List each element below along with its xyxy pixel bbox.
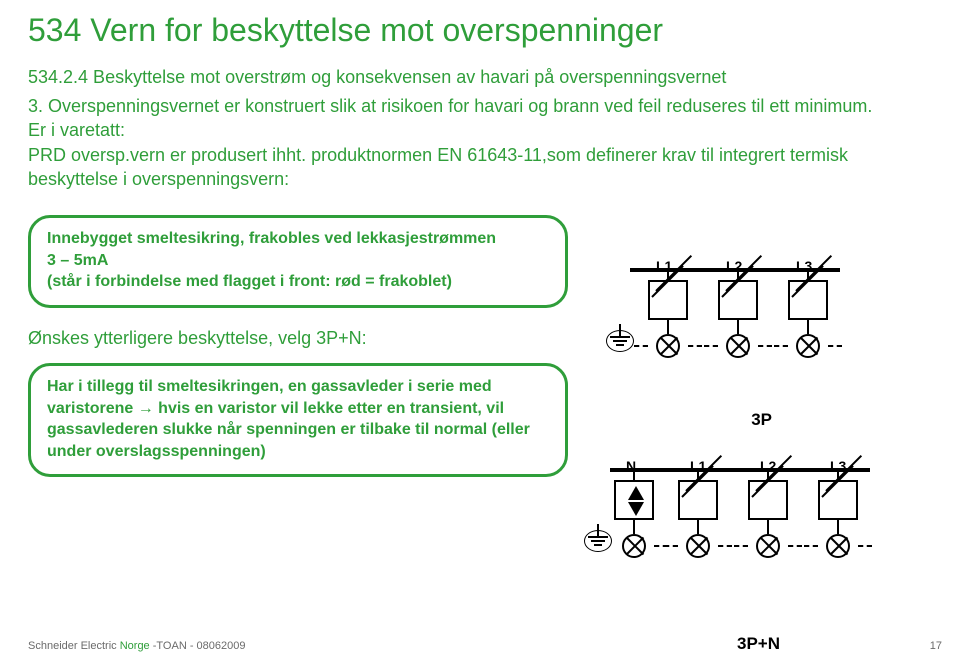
varistor-module-l1: [644, 270, 692, 366]
box1-line2: 3 – 5mA: [47, 250, 549, 272]
varistor-module-l3: [784, 270, 832, 366]
varistor-module-l2b: [744, 470, 792, 566]
section-subtitle: 534.2.4 Beskyttelse mot overstrøm og kon…: [28, 67, 932, 88]
varistor-module-l3b: [814, 470, 862, 566]
diagram-3pn-label: 3P+N: [737, 634, 780, 654]
body-line-2: Er i varetatt:: [28, 118, 932, 142]
body-line-1: 3. Overspenningsvernet er konstruert sli…: [28, 94, 932, 118]
callout-box-2: Har i tillegg til smeltesikringen, en ga…: [28, 363, 568, 477]
diagram-3p: L1 L2 L3: [630, 262, 840, 372]
body-text: 3. Overspenningsvernet er konstruert sli…: [28, 94, 932, 191]
footer: Schneider Electric Norge -TOAN - 0806200…: [28, 640, 245, 652]
diagram-3p-label: 3P: [751, 410, 772, 430]
footer-norge: Norge: [120, 640, 150, 652]
footer-company: Schneider Electric: [28, 640, 120, 652]
varistor-module-l1b: [674, 470, 722, 566]
diagram-3pn: N L1 L2 L3: [610, 462, 870, 572]
sparkgap-module-n: [610, 470, 658, 566]
page-number: 17: [930, 640, 942, 652]
arrow-icon: →: [138, 400, 154, 417]
page-title: 534 Vern for beskyttelse mot overspennin…: [28, 12, 932, 49]
varistor-module-l2: [714, 270, 762, 366]
box1-line3: (står i forbindelse med flagget i front:…: [47, 271, 549, 293]
body-line-3: PRD oversp.vern er produsert ihht. produ…: [28, 143, 932, 192]
footer-rest: -TOAN - 08062009: [150, 640, 246, 652]
box1-line1: Innebygget smeltesikring, frakobles ved …: [47, 228, 549, 250]
callout-box-1: Innebygget smeltesikring, frakobles ved …: [28, 215, 568, 308]
